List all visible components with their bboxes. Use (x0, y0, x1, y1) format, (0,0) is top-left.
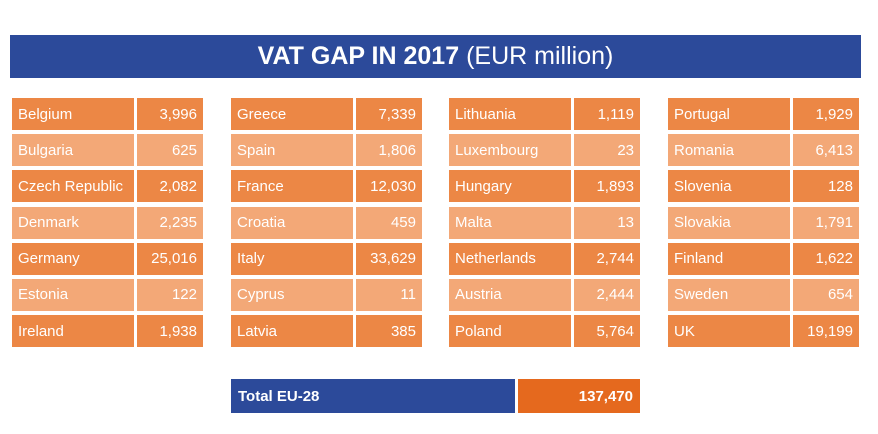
total-label: Total EU-28 (231, 379, 515, 413)
vat-gap-value: 2,235 (137, 206, 203, 239)
country-name: Romania (668, 134, 791, 167)
table-row: Slovenia 128 (668, 170, 859, 203)
title-unit: (EUR million) (466, 42, 614, 70)
vat-gap-value: 122 (137, 278, 203, 311)
country-name: Bulgaria (12, 134, 135, 167)
country-name: Latvia (231, 315, 354, 348)
vat-gap-value: 1,791 (793, 206, 859, 239)
vat-gap-value: 2,082 (137, 170, 203, 203)
vat-gap-value: 625 (137, 134, 203, 167)
country-name: Lithuania (449, 98, 572, 130)
vat-gap-value: 11 (356, 278, 422, 311)
country-name: Slovenia (668, 170, 791, 203)
table-row: Bulgaria 625 (12, 134, 203, 167)
country-group-1: Belgium 3,996 Bulgaria 625 Czech Republic 2… (12, 98, 203, 351)
vat-gap-value: 25,016 (137, 242, 203, 275)
vat-gap-value: 1,119 (574, 98, 640, 130)
table-row: Sweden 654 (668, 278, 859, 311)
table-row: Ireland 1,938 (12, 315, 203, 348)
table-row: Greece 7,339 (231, 98, 422, 130)
country-group-3: Lithuania 1,119 Luxembourg 23 Hungary 1,893… (449, 98, 640, 351)
table-row: Austria 2,444 (449, 278, 640, 311)
table-row: Cyprus 11 (231, 278, 422, 311)
vat-gap-value: 2,744 (574, 242, 640, 275)
vat-gap-value: 33,629 (356, 242, 422, 275)
table-row: Denmark 2,235 (12, 206, 203, 239)
vat-gap-value: 19,199 (793, 315, 859, 348)
country-name: Germany (12, 242, 135, 275)
country-name: Ireland (12, 315, 135, 348)
country-name: Italy (231, 242, 354, 275)
country-group-4: Portugal 1,929 Romania 6,413 Slovenia 128 S… (668, 98, 859, 351)
vat-gap-value: 13 (574, 206, 640, 239)
vat-gap-value: 1,938 (137, 315, 203, 348)
country-name: Greece (231, 98, 354, 130)
vat-gap-value: 23 (574, 134, 640, 167)
country-name: Poland (449, 315, 572, 348)
vat-gap-value: 6,413 (793, 134, 859, 167)
country-name: France (231, 170, 354, 203)
country-name: Spain (231, 134, 354, 167)
country-name: Portugal (668, 98, 791, 130)
country-group-2: Greece 7,339 Spain 1,806 France 12,030 Croa… (231, 98, 422, 351)
table-row: Malta 13 (449, 206, 640, 239)
country-name: Luxembourg (449, 134, 572, 167)
total-value: 137,470 (518, 379, 640, 413)
table-row: Luxembourg 23 (449, 134, 640, 167)
vat-gap-value: 128 (793, 170, 859, 203)
table-row: Italy 33,629 (231, 242, 422, 275)
vat-gap-value: 3,996 (137, 98, 203, 130)
country-name: Hungary (449, 170, 572, 203)
vat-gap-value: 385 (356, 315, 422, 348)
vat-gap-value: 1,622 (793, 242, 859, 275)
country-name: Denmark (12, 206, 135, 239)
page-title: VAT GAP IN 2017 (EUR million) (10, 35, 861, 78)
table-row: Latvia 385 (231, 315, 422, 348)
country-name: Belgium (12, 98, 135, 130)
country-name: Slovakia (668, 206, 791, 239)
table-row: Portugal 1,929 (668, 98, 859, 130)
table-row: Netherlands 2,744 (449, 242, 640, 275)
vat-gap-value: 654 (793, 278, 859, 311)
country-name: Czech Republic (12, 170, 135, 203)
country-name: Sweden (668, 278, 791, 311)
vat-gap-value: 12,030 (356, 170, 422, 203)
country-name: Austria (449, 278, 572, 311)
table-row: Czech Republic 2,082 (12, 170, 203, 203)
table-row: Finland 1,622 (668, 242, 859, 275)
table-row: Romania 6,413 (668, 134, 859, 167)
country-name: Netherlands (449, 242, 572, 275)
table-row: Spain 1,806 (231, 134, 422, 167)
country-name: Estonia (12, 278, 135, 311)
country-name: Malta (449, 206, 572, 239)
table-row: Croatia 459 (231, 206, 422, 239)
table-row: Belgium 3,996 (12, 98, 203, 130)
table-row: Poland 5,764 (449, 315, 640, 348)
country-name: Cyprus (231, 278, 354, 311)
table-row: Estonia 122 (12, 278, 203, 311)
vat-gap-value: 1,806 (356, 134, 422, 167)
table-row: UK 19,199 (668, 315, 859, 348)
table-row: Germany 25,016 (12, 242, 203, 275)
vat-gap-value: 5,764 (574, 315, 640, 348)
vat-gap-value: 459 (356, 206, 422, 239)
title-main: VAT GAP IN 2017 (257, 42, 460, 70)
country-name: Croatia (231, 206, 354, 239)
table-row: Slovakia 1,791 (668, 206, 859, 239)
table-row: Lithuania 1,119 (449, 98, 640, 130)
country-name: Finland (668, 242, 791, 275)
vat-gap-value: 7,339 (356, 98, 422, 130)
country-name: UK (668, 315, 791, 348)
vat-gap-value: 2,444 (574, 278, 640, 311)
vat-gap-value: 1,893 (574, 170, 640, 203)
table-row: France 12,030 (231, 170, 422, 203)
vat-gap-value: 1,929 (793, 98, 859, 130)
table-row: Hungary 1,893 (449, 170, 640, 203)
